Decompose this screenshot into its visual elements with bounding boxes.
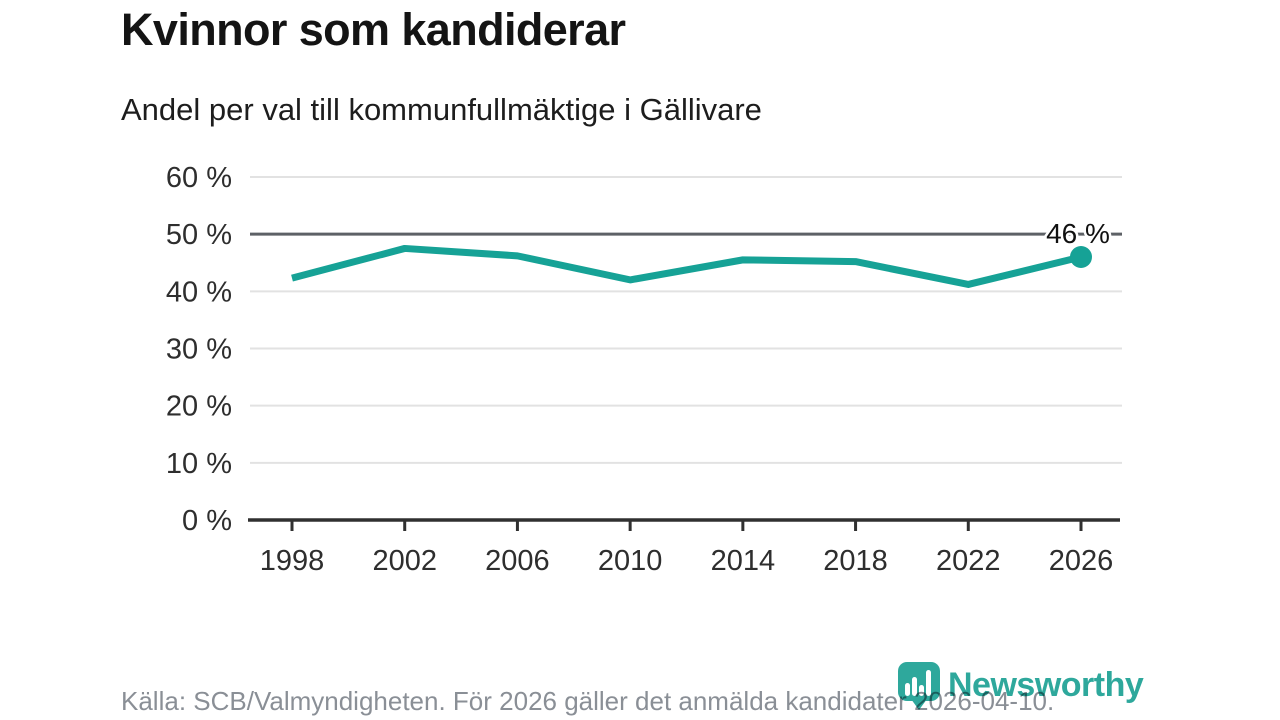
- y-tick-label: 50 %: [166, 219, 232, 251]
- newsworthy-brand-name: Newsworthy: [948, 666, 1144, 704]
- x-tick-label: 2022: [936, 545, 1001, 577]
- newsworthy-logo: Newsworthy: [897, 661, 1144, 711]
- trend-line: [291, 244, 1082, 288]
- y-tick-label: 60 %: [166, 162, 232, 194]
- end-value-label: 46 %: [1046, 218, 1110, 249]
- chart-subtitle: Andel per val till kommunfullmäktige i G…: [121, 92, 762, 127]
- end-point-marker: [1069, 246, 1092, 269]
- x-tick-label: 2018: [823, 545, 888, 577]
- y-tick-label: 10 %: [166, 448, 232, 480]
- y-tick-label: 40 %: [166, 276, 232, 308]
- y-tick-label: 30 %: [166, 333, 232, 365]
- chart-title: Kvinnor som kandiderar: [121, 4, 626, 55]
- x-tick-label: 1998: [260, 545, 325, 577]
- y-tick-label: 20 %: [166, 391, 232, 423]
- x-tick-label: 2014: [711, 545, 776, 577]
- y-tick-label: 0 %: [182, 505, 232, 537]
- x-tick-label: 2006: [485, 545, 550, 577]
- x-tick-label: 2010: [598, 545, 663, 577]
- source-note: Källa: SCB/Valmyndigheten. För 2026 gäll…: [121, 686, 1055, 716]
- x-tick-label: 2002: [372, 545, 437, 577]
- newsworthy-barchart-pin-icon: [898, 662, 940, 710]
- x-tick-label: 2026: [1049, 545, 1114, 577]
